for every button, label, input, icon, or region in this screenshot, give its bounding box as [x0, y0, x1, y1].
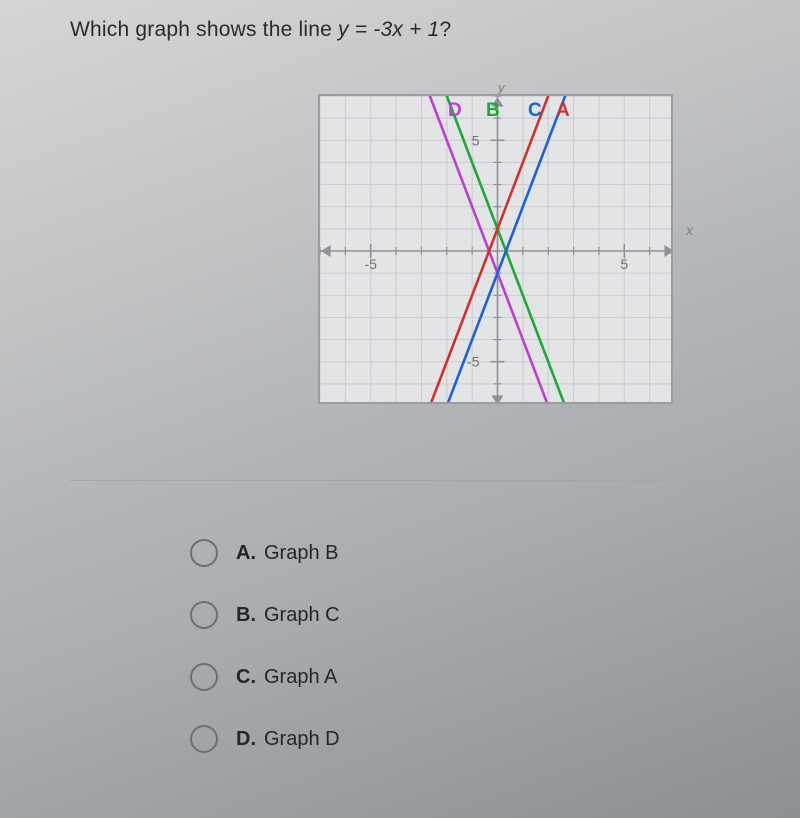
svg-text:-5: -5 — [364, 256, 377, 272]
answer-key: C. — [236, 666, 256, 689]
question-text: Which graph shows the line y = -3x + 1? — [70, 18, 800, 42]
section-divider — [70, 480, 800, 481]
answer-text: C. Graph A — [236, 666, 337, 689]
answer-label: Graph A — [264, 666, 337, 689]
graph-container: y x -5 5 5 -5 D B C A — [300, 72, 700, 432]
y-axis-label: y — [498, 80, 505, 95]
svg-text:-5: -5 — [467, 354, 480, 370]
answer-option[interactable]: B. Graph C — [190, 601, 800, 629]
question-equation: y = -3x + 1 — [338, 18, 439, 41]
svg-text:5: 5 — [620, 256, 628, 272]
answer-label: Graph C — [264, 604, 340, 627]
radio-icon — [190, 725, 218, 753]
graph-plot: -5 5 5 -5 — [318, 94, 673, 404]
radio-icon — [190, 539, 218, 567]
radio-icon — [190, 601, 218, 629]
answer-text: D. Graph D — [236, 728, 340, 751]
line-b-label: B — [486, 100, 500, 122]
answer-key: D. — [236, 728, 256, 751]
answer-label: Graph B — [264, 542, 338, 565]
answer-text: A. Graph B — [236, 542, 338, 565]
answer-label: Graph D — [264, 728, 340, 751]
question-prefix: Which graph shows the line — [70, 18, 338, 41]
answer-key: A. — [236, 542, 256, 565]
line-a-label: A — [556, 100, 570, 122]
question-suffix: ? — [439, 18, 451, 41]
answer-key: B. — [236, 604, 256, 627]
svg-text:5: 5 — [472, 132, 480, 148]
line-c-label: C — [528, 100, 542, 122]
answer-option[interactable]: D. Graph D — [190, 725, 800, 753]
answer-text: B. Graph C — [236, 604, 340, 627]
x-axis-label: x — [686, 222, 693, 238]
answer-option[interactable]: C. Graph A — [190, 663, 800, 691]
answer-option[interactable]: A. Graph B — [190, 539, 800, 567]
line-d-label: D — [448, 100, 462, 122]
answer-list: A. Graph B B. Graph C C. Graph A D. Grap… — [190, 539, 800, 753]
radio-icon — [190, 663, 218, 691]
